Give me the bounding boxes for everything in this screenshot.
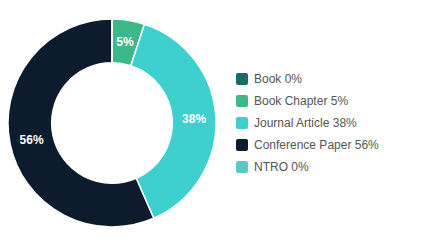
donut-slice [131,24,216,218]
legend-label: Journal Article 38% [254,116,357,130]
data-label: 38% [182,112,206,126]
legend-swatch [236,73,248,85]
donut-slice [8,19,154,227]
data-label: 5% [116,35,134,49]
chart-container: 5% 38% 56% Book 0% Book Chapter 5% Journal Ar… [0,0,443,246]
legend-label: Conference Paper 56% [254,138,379,152]
legend-label: Book 0% [254,72,302,86]
data-labels: 5% 38% 56% [20,35,207,147]
legend-label: NTRO 0% [254,160,309,174]
legend-swatch [236,139,248,151]
donut-slice [111,19,113,63]
slices [8,19,216,227]
legend-label: Book Chapter 5% [254,94,348,108]
legend: Book 0% Book Chapter 5% Journal Article 38… [236,72,379,174]
chart: 5% 38% 56% Book 0% Book Chapter 5% Journal Ar… [0,0,443,246]
data-label: 56% [20,133,44,147]
legend-swatch [236,95,248,107]
legend-swatch [236,117,248,129]
donut-slice [111,19,113,63]
legend-swatch [236,161,248,173]
